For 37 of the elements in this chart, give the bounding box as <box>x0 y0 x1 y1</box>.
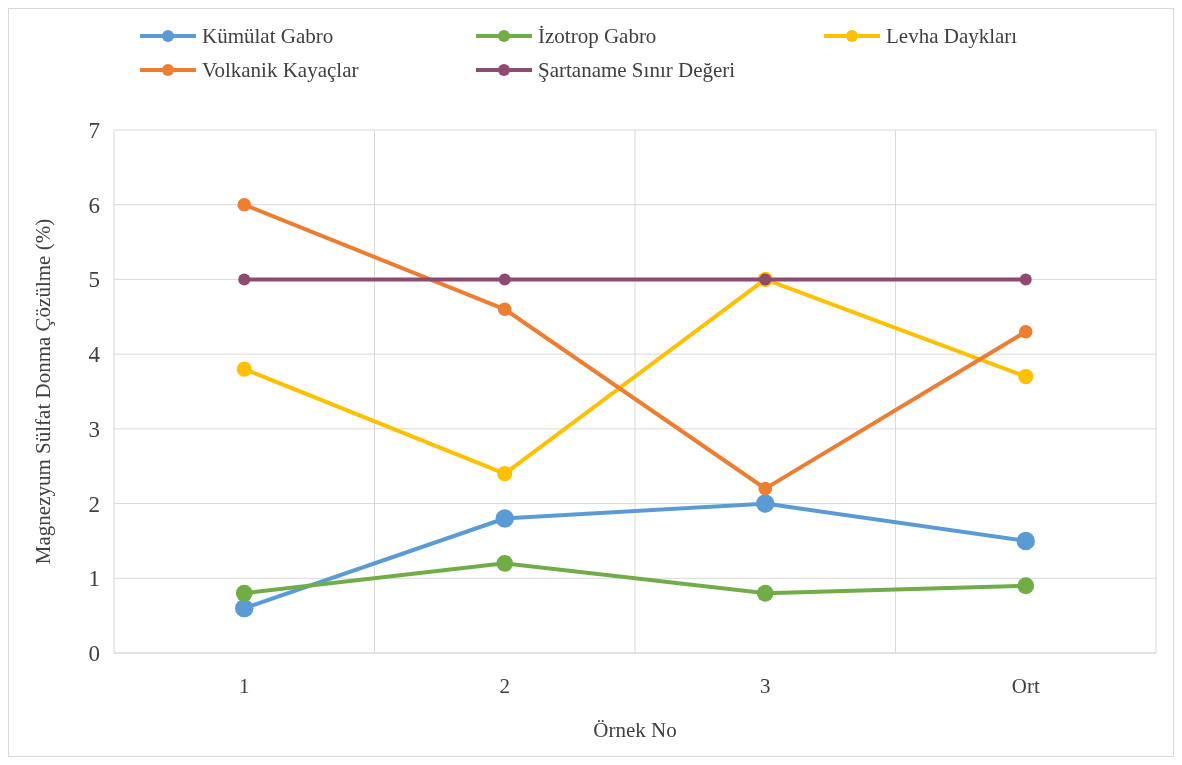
legend-label: İzotrop Gabro <box>538 24 657 48</box>
legend-label: Levha Daykları <box>886 24 1018 48</box>
point <box>497 302 512 317</box>
point <box>498 273 511 286</box>
point <box>1018 324 1033 339</box>
point <box>1019 273 1032 286</box>
x-tick-label: 2 <box>499 674 510 698</box>
point <box>1018 368 1034 385</box>
legend-label: Şartaname Sınır Değeri <box>538 58 736 82</box>
point <box>238 273 251 286</box>
point <box>1017 577 1035 595</box>
y-tick-label: 4 <box>88 342 101 368</box>
legend-label: Kümülat Gabro <box>202 24 334 48</box>
point <box>237 197 252 212</box>
x-axis-title: Örnek No <box>593 718 677 742</box>
y-tick-label: 3 <box>88 416 100 442</box>
y-axis-title: Magnezyum Sülfat Donma Çözülme (%) <box>31 218 55 565</box>
point <box>495 509 514 528</box>
point <box>496 554 514 572</box>
x-tick-label: Ort <box>1011 674 1040 698</box>
point <box>236 361 252 377</box>
point <box>1016 531 1035 551</box>
x-tick-label: 1 <box>239 674 250 698</box>
y-tick-label: 1 <box>88 566 100 592</box>
y-tick-label: 7 <box>88 118 100 143</box>
point <box>758 481 773 496</box>
y-tick-label: 2 <box>88 491 100 517</box>
y-tick-label: 5 <box>88 267 100 293</box>
point <box>235 584 253 602</box>
point <box>756 494 775 513</box>
y-tick-label: 0 <box>88 641 100 666</box>
point <box>235 598 254 618</box>
y-tick-label: 6 <box>88 192 100 218</box>
x-tick-label: 3 <box>760 674 771 698</box>
point <box>756 584 774 602</box>
legend-label: Volkanik Kayaçlar <box>202 58 359 82</box>
point <box>497 466 513 482</box>
